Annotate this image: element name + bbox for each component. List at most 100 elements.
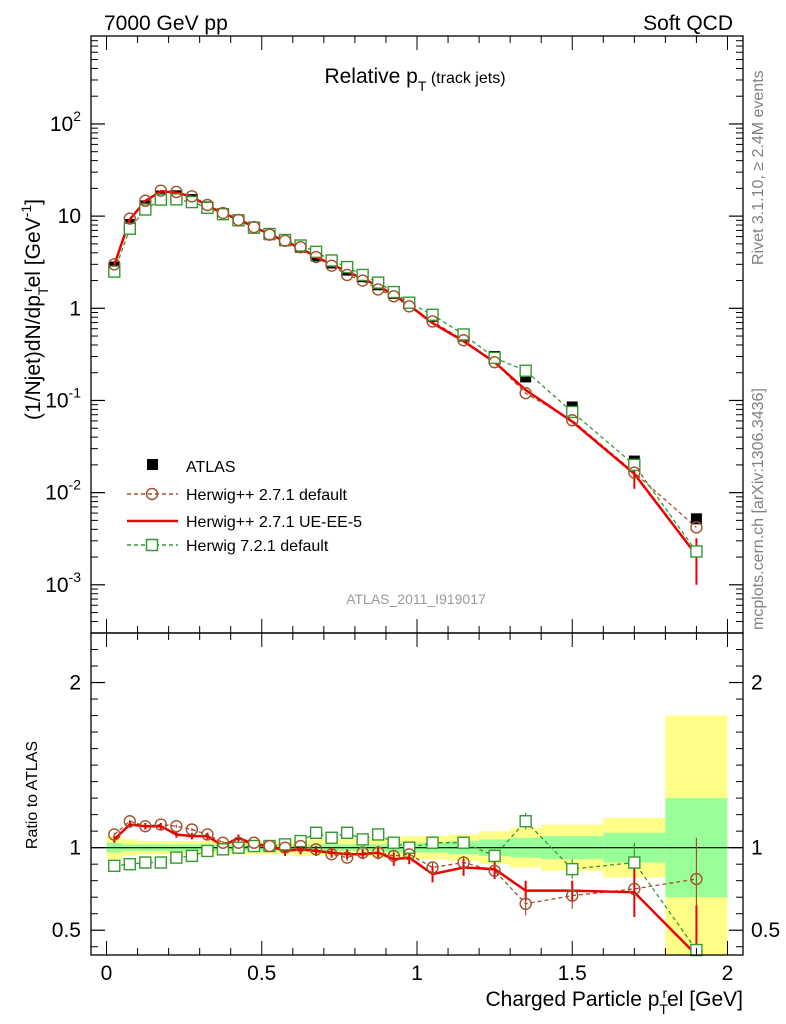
herwig-pp-default-point (232, 213, 245, 227)
ratio-herwig-pp-default-point (325, 848, 338, 861)
plot-title-rest: (track jets) (426, 70, 505, 87)
herwig-pp-default-point (154, 184, 168, 197)
xlabel-part-1: T (659, 1001, 668, 1017)
legend-marker-herwig-pp-default (145, 487, 159, 501)
main-ytick-label: 10-3 (45, 569, 81, 597)
main-ytick-base: 1 (69, 297, 81, 320)
main-series-layer (108, 184, 703, 585)
herwig-pp-default-point (123, 212, 137, 225)
herwig7-point (108, 265, 121, 278)
ratio-herwig7-point (371, 828, 385, 841)
herwig7-point (519, 364, 532, 377)
herwig7-point (403, 296, 416, 309)
legend-label-herwig-pp-ueee5: Herwig++ 2.7.1 UE-EE-5 (186, 514, 362, 531)
herwig-pp-default-point (387, 290, 400, 303)
ratio-herwig7-point (340, 826, 354, 840)
ratio-herwig7-point (170, 851, 183, 864)
legend: ATLAS Herwig++ 2.7.1 default Herwig++ 2.… (127, 459, 362, 555)
ratio-herwig7-point (457, 836, 470, 849)
herwig-pp-default-point (519, 386, 532, 400)
herwig7-point (201, 201, 214, 215)
herwig-pp-default-point (185, 190, 199, 203)
ratio-herwig7-point (154, 856, 168, 869)
main-ytick-base: 10 (45, 574, 68, 597)
ratio-herwig-pp-default-point (247, 836, 261, 849)
main-ytick-exponent: -3 (69, 569, 82, 585)
herwig7-point (371, 276, 385, 289)
ratio-herwig7-point (387, 836, 400, 849)
ratio-herwig7-point (123, 857, 137, 871)
ratio-herwig7-point (488, 849, 501, 863)
ratio-herwig-pp-default-point (263, 839, 276, 853)
ratio-herwig-pp-default-point (139, 820, 152, 833)
herwig-pp-default-point (309, 250, 323, 264)
herwig-pp-default-point (278, 234, 292, 247)
ratio-ytick-label-right: 1 (751, 837, 763, 860)
ratio-herwig-pp-default-point (309, 843, 323, 856)
plot-title-sub: T (418, 78, 427, 94)
ylabel-part-3: el [GeV (22, 217, 45, 287)
ylabel-part-0: (1/Njet)dN/dp (22, 295, 45, 420)
herwig-pp-default-point (247, 220, 261, 234)
legend-label-herwig7: Herwig 7.2.1 default (186, 538, 329, 555)
herwig7-point (628, 458, 641, 472)
main-ytick-label: 10-2 (45, 477, 81, 505)
ratio-herwig7-point (185, 849, 199, 863)
herwig7-point (123, 222, 137, 235)
ratio-herwig-pp-default-point (108, 828, 121, 841)
herwig-pp-default-point (139, 194, 152, 207)
ratio-herwig-pp-default-point (690, 872, 703, 886)
ratio-herwig-pp-default-point (519, 897, 532, 911)
herwig7-point (426, 308, 439, 321)
x-tick-label: 0.5 (247, 962, 276, 985)
ratio-herwig-pp-default-point (170, 820, 183, 833)
herwig-pp-default-point (294, 241, 307, 254)
herwig-pp-default-point (170, 185, 183, 199)
ylabel-part-1: T (35, 286, 51, 295)
ratio-herwig-pp-default-point (294, 839, 307, 853)
ratio-herwig-pp-default-point (216, 836, 230, 849)
ratio-herwig-pp-default-point (628, 882, 641, 896)
herwig7-point (690, 545, 703, 558)
herwig7-point (387, 285, 400, 299)
legend-label-atlas: ATLAS (186, 459, 236, 476)
main-ytick-base: 10 (50, 113, 73, 136)
herwig-pp-default-point (340, 268, 354, 282)
ratio-herwig-pp-default-point (566, 889, 579, 902)
ratio-ytick-label-left: 0.5 (52, 919, 81, 942)
xlabel-part-3: el [GeV] (667, 988, 743, 1011)
ratio-herwig-pp-default-point (340, 851, 354, 864)
legend-marker-herwig7 (145, 538, 159, 552)
main-y-axis-label: (1/Njet)dN/dpTrel [GeV-1] (18, 199, 51, 420)
ylabel-part-5: ] (22, 199, 45, 205)
herwig-pp-default-point (457, 334, 470, 347)
ratio-herwig-pp-default-point (185, 823, 199, 836)
ratio-herwig-pp-default-point (371, 846, 385, 859)
herwig7-point (154, 193, 168, 206)
herwig-pp-default-point (426, 315, 439, 328)
ratio-y-axis-label: Ratio to ATLAS (24, 741, 41, 849)
ratio-herwig-pp-default-point (356, 846, 369, 859)
main-ytick-exponent: -1 (69, 384, 82, 400)
ratio-herwig7-point (108, 859, 121, 873)
herwig-pp-default-point (488, 356, 501, 369)
x-tick-label: 2 (722, 962, 734, 985)
rivet-label: Rivet 3.1.10, ≥ 2.4M events (750, 70, 767, 265)
ratio-herwig-pp-default-point (426, 861, 439, 874)
herwig7-point (170, 193, 183, 206)
herwig-pp-default-line (113, 189, 697, 528)
legend-label-herwig-pp-default: Herwig++ 2.7.1 default (186, 487, 348, 504)
main-ytick-base: 10 (58, 205, 81, 228)
ratio-axis-ticks: 0 0.5 1 1.5 2 0.5 0.5 1 1 2 2 (52, 633, 780, 985)
header-left: 7000 GeV pp (104, 12, 228, 35)
atlas-data-point (690, 513, 702, 525)
herwig-pp-default-point (403, 300, 416, 313)
herwig-pp-default-point (690, 521, 703, 534)
main-ytick-label: 1 (69, 297, 81, 320)
main-ytick-label: 10 (58, 205, 81, 228)
x-tick-label: 0 (101, 962, 113, 985)
ratio-herwig7-point (426, 836, 439, 849)
ratio-ytick-label-left: 1 (69, 837, 81, 860)
